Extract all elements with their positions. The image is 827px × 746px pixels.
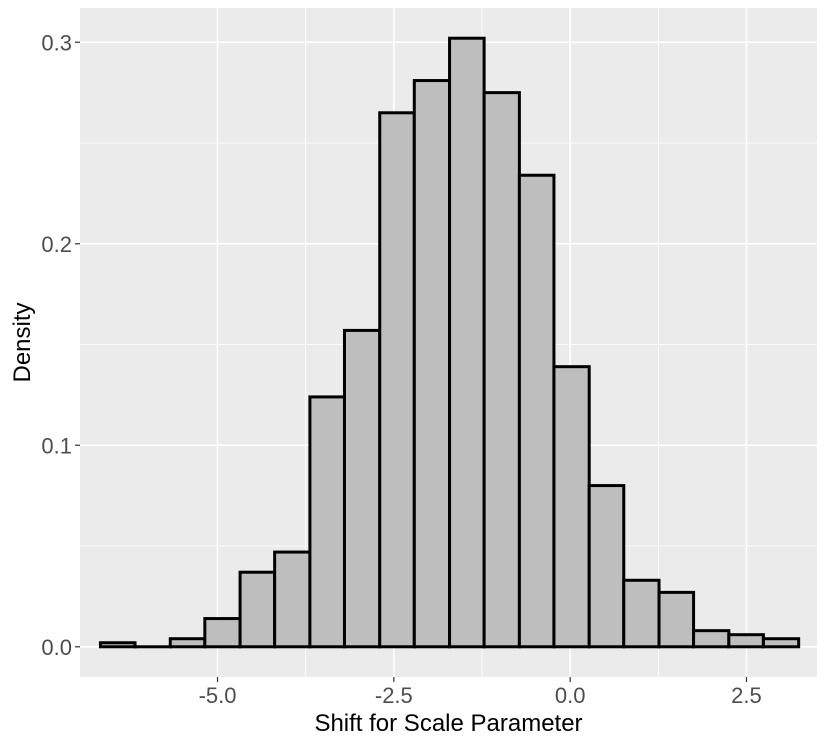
histogram-bar — [517, 173, 556, 649]
x-tick-label: -2.5 — [375, 683, 413, 708]
histogram-bar — [98, 641, 137, 649]
histogram-bar — [622, 578, 661, 649]
histogram-bar — [412, 79, 452, 649]
x-axis: -5.0 -2.5 0.0 2.5 — [199, 677, 762, 708]
histogram-bar — [378, 111, 416, 649]
histogram-bar — [482, 91, 521, 649]
histogram-bar — [657, 590, 696, 649]
y-axis-title: Density — [9, 302, 36, 382]
histogram-bar — [727, 633, 765, 649]
histogram-bar — [692, 629, 731, 649]
histogram-bar — [761, 637, 801, 649]
x-tick-label: 0.0 — [555, 683, 586, 708]
histogram-bar — [273, 550, 312, 649]
y-axis: 0.0 0.1 0.2 0.3 — [41, 30, 80, 660]
histogram-bar — [587, 484, 626, 649]
histogram-bar — [308, 395, 346, 649]
x-axis-title: Shift for Scale Parameter — [314, 710, 582, 737]
y-tick-label: 0.1 — [41, 433, 72, 458]
histogram-bars — [98, 36, 801, 649]
x-tick-label: 2.5 — [731, 683, 762, 708]
histogram-bar — [168, 637, 207, 649]
histogram-bar — [203, 617, 242, 649]
y-tick-label: 0.0 — [41, 635, 72, 660]
y-tick-label: 0.3 — [41, 30, 72, 55]
histogram-bar — [448, 36, 486, 649]
histogram-bar — [238, 570, 277, 649]
histogram-bar — [342, 328, 382, 649]
x-tick-label: -5.0 — [199, 683, 237, 708]
y-tick-label: 0.2 — [41, 232, 72, 257]
histogram-bar — [552, 365, 591, 649]
